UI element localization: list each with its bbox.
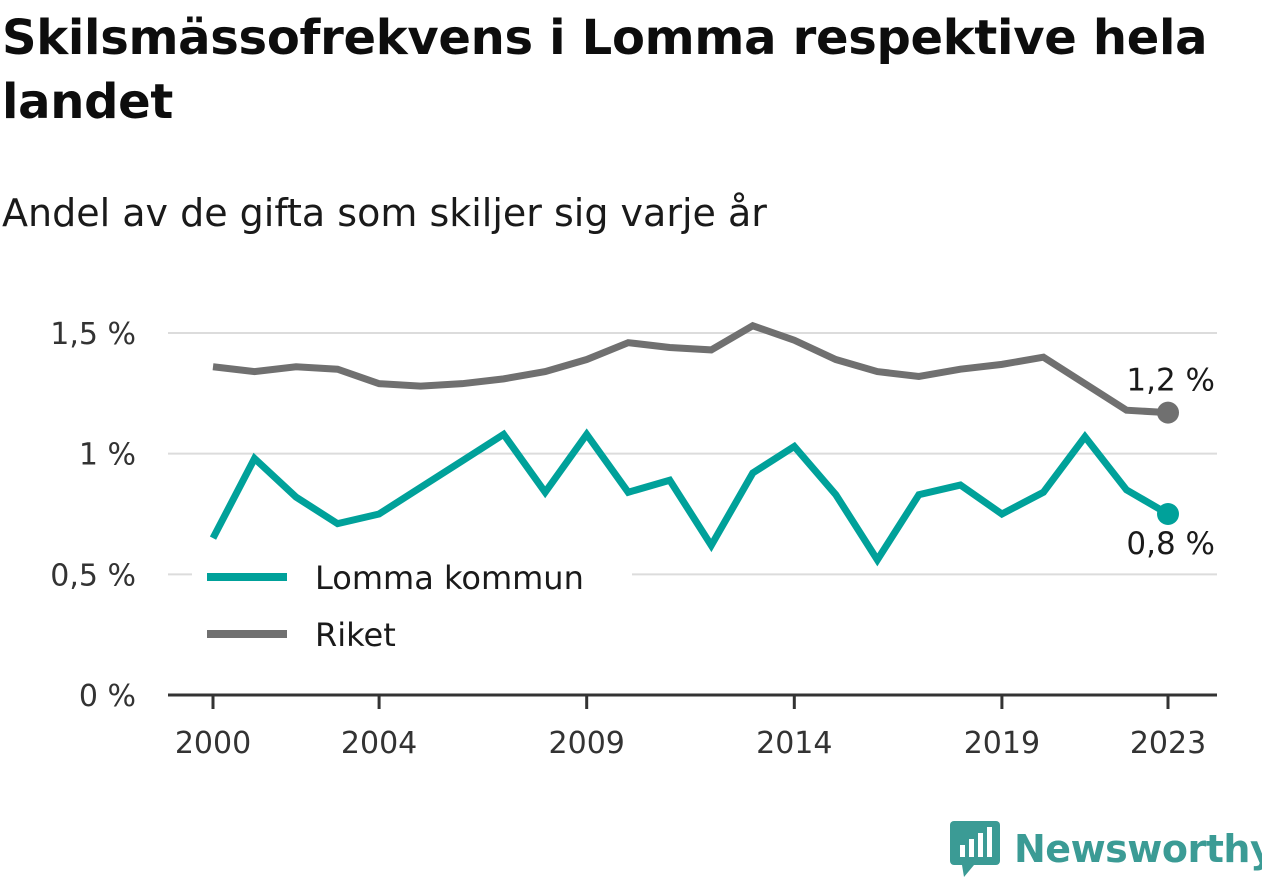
chart-subtitle: Andel av de gifta som skiljer sig varje … — [2, 191, 767, 235]
series-lines — [209, 321, 1179, 567]
series-end-point-0 — [1157, 503, 1179, 525]
brand-name: Newsworthy — [1014, 827, 1262, 871]
end-value-labels: 0,8 % 1,2 % — [1126, 363, 1215, 562]
x-tick-label: 2019 — [964, 726, 1040, 761]
newsworthy-brand: Newsworthy — [950, 818, 1262, 880]
series-line-1 — [212, 321, 1169, 417]
legend-label-1: Riket — [315, 616, 396, 654]
x-tick-label: 2023 — [1130, 726, 1206, 761]
x-tick-label: 2014 — [756, 726, 832, 761]
x-tick-label: 2009 — [549, 726, 625, 761]
series-line-0 — [209, 428, 1170, 567]
legend: Lomma kommun Riket — [192, 545, 632, 670]
end-label-1: 1,2 % — [1126, 363, 1215, 399]
chart-title: Skilsmässofrekvens i Lomma respektive he… — [2, 10, 1208, 130]
y-axis-tick-labels: 0 % 0,5 % 1 % 1,5 % — [50, 317, 136, 714]
series-end-point-1 — [1157, 401, 1179, 424]
x-tick-label: 2000 — [175, 726, 251, 761]
end-label-0: 0,8 % — [1126, 526, 1215, 562]
x-tick-label: 2004 — [341, 726, 417, 761]
y-tick-label: 1,5 % — [50, 317, 136, 352]
legend-label-0: Lomma kommun — [315, 559, 584, 597]
x-axis-tick-labels: 2000 2004 2009 2014 2019 2023 — [175, 695, 1206, 761]
y-tick-label: 1 % — [79, 438, 136, 473]
newsworthy-logo-icon — [950, 821, 1000, 877]
y-tick-label: 0,5 % — [50, 558, 136, 593]
y-tick-label: 0 % — [79, 679, 136, 714]
legend-background — [192, 545, 632, 670]
